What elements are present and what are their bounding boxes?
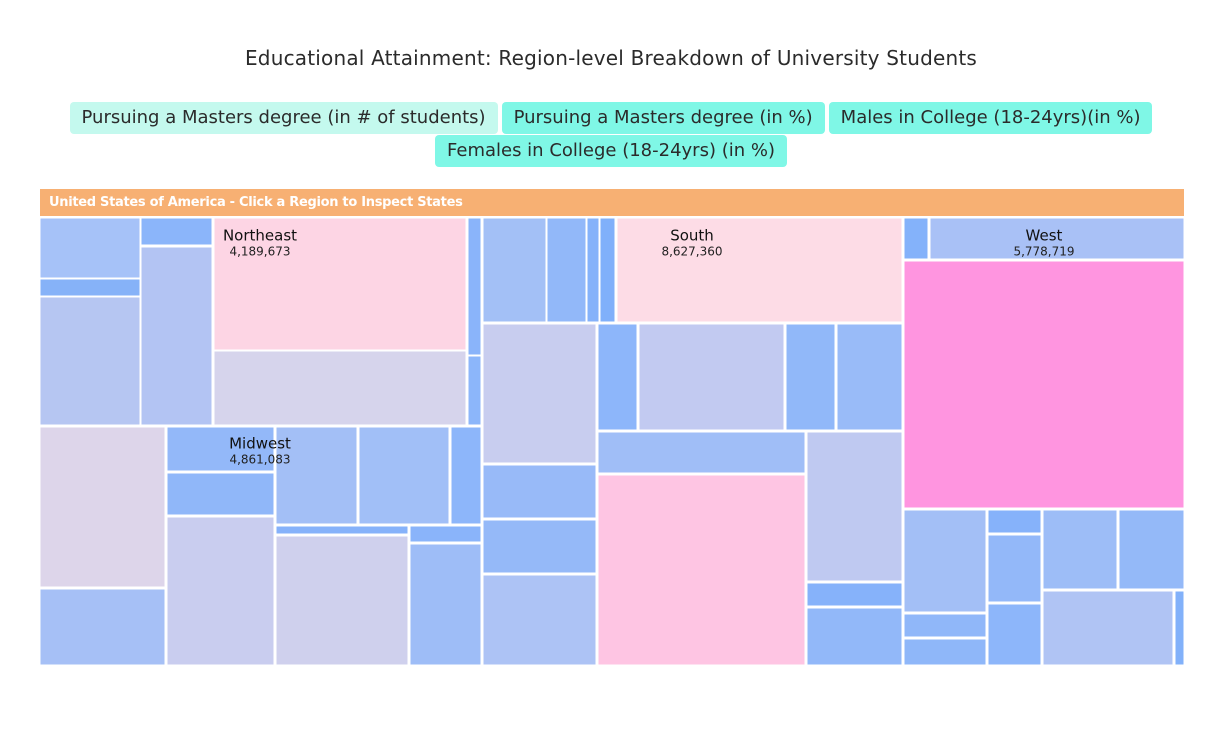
region-label-midwest: Midwest bbox=[229, 435, 291, 453]
region-value-west: 5,778,719 bbox=[1013, 245, 1074, 259]
state-tile[interactable] bbox=[39, 217, 141, 279]
state-tile[interactable] bbox=[39, 278, 141, 297]
region-label-northeast: Northeast bbox=[223, 227, 297, 245]
state-tile[interactable] bbox=[482, 574, 597, 666]
state-tile[interactable] bbox=[39, 296, 141, 426]
treemap-regions: Northeast4,189,673South8,627,360West5,77… bbox=[39, 217, 1185, 666]
state-tile[interactable] bbox=[1174, 590, 1185, 666]
region-label-west: West bbox=[1026, 227, 1063, 245]
state-tile[interactable] bbox=[275, 535, 409, 666]
state-tile[interactable] bbox=[213, 350, 467, 426]
treemap-root-header[interactable]: United States of America - Click a Regio… bbox=[40, 189, 1184, 216]
state-tile[interactable] bbox=[358, 426, 450, 525]
state-tile[interactable] bbox=[903, 260, 1185, 509]
state-tile[interactable] bbox=[597, 431, 806, 474]
metric-button-row-2: Females in College (18-24yrs) (in %) bbox=[0, 135, 1222, 167]
state-tile[interactable] bbox=[599, 217, 616, 323]
state-tile[interactable] bbox=[1042, 509, 1118, 590]
state-tile[interactable] bbox=[903, 613, 987, 638]
state-tile[interactable] bbox=[482, 464, 597, 519]
metric-button-masters-percent[interactable]: Pursuing a Masters degree (in %) bbox=[501, 102, 825, 134]
metric-button-males-percent[interactable]: Males in College (18-24yrs)(in %) bbox=[828, 102, 1153, 134]
state-tile[interactable] bbox=[39, 588, 166, 666]
state-tile[interactable] bbox=[482, 519, 597, 574]
state-tile[interactable] bbox=[616, 217, 903, 323]
state-tile[interactable] bbox=[1118, 509, 1185, 590]
state-tile[interactable] bbox=[597, 323, 638, 431]
state-tile[interactable] bbox=[987, 603, 1042, 666]
state-tile[interactable] bbox=[39, 426, 166, 588]
state-tile[interactable] bbox=[836, 323, 903, 431]
state-tile[interactable] bbox=[467, 355, 482, 426]
state-tile[interactable] bbox=[166, 516, 275, 666]
state-tile[interactable] bbox=[482, 217, 547, 323]
state-tile[interactable] bbox=[166, 472, 275, 516]
state-tile[interactable] bbox=[140, 217, 213, 246]
metric-button-females-percent[interactable]: Females in College (18-24yrs) (in %) bbox=[435, 135, 787, 167]
chart-title: Educational Attainment: Region-level Bre… bbox=[244, 46, 978, 70]
state-tile[interactable] bbox=[546, 217, 587, 323]
state-tile[interactable] bbox=[166, 426, 275, 472]
state-tile[interactable] bbox=[806, 607, 903, 666]
state-tile[interactable] bbox=[597, 474, 806, 666]
state-tile[interactable] bbox=[987, 509, 1042, 534]
region-label-south: South bbox=[670, 227, 714, 245]
state-tile[interactable] bbox=[213, 217, 467, 351]
state-tile[interactable] bbox=[409, 543, 482, 666]
state-tile[interactable] bbox=[482, 323, 597, 464]
state-tile[interactable] bbox=[409, 525, 482, 543]
state-tile[interactable] bbox=[806, 582, 903, 607]
state-tile[interactable] bbox=[903, 638, 987, 666]
region-value-northeast: 4,189,673 bbox=[229, 245, 290, 259]
state-tile[interactable] bbox=[929, 217, 1185, 260]
state-tile[interactable] bbox=[1042, 590, 1174, 666]
region-value-midwest: 4,861,083 bbox=[229, 453, 290, 467]
metric-button-row-1: Pursuing a Masters degree (in # of stude… bbox=[0, 102, 1222, 134]
state-tile[interactable] bbox=[785, 323, 836, 431]
state-tile[interactable] bbox=[467, 217, 482, 356]
state-tile[interactable] bbox=[140, 246, 213, 426]
region-value-south: 8,627,360 bbox=[661, 245, 722, 259]
state-tile[interactable] bbox=[275, 525, 409, 535]
state-tile[interactable] bbox=[806, 431, 903, 582]
metric-button-masters-count[interactable]: Pursuing a Masters degree (in # of stude… bbox=[69, 102, 498, 134]
state-tile[interactable] bbox=[586, 217, 600, 323]
state-tile[interactable] bbox=[987, 534, 1042, 603]
state-tile[interactable] bbox=[450, 426, 482, 525]
state-tile[interactable] bbox=[903, 217, 929, 260]
state-tile[interactable] bbox=[903, 509, 987, 613]
state-tile[interactable] bbox=[275, 426, 358, 525]
state-tile[interactable] bbox=[638, 323, 785, 431]
